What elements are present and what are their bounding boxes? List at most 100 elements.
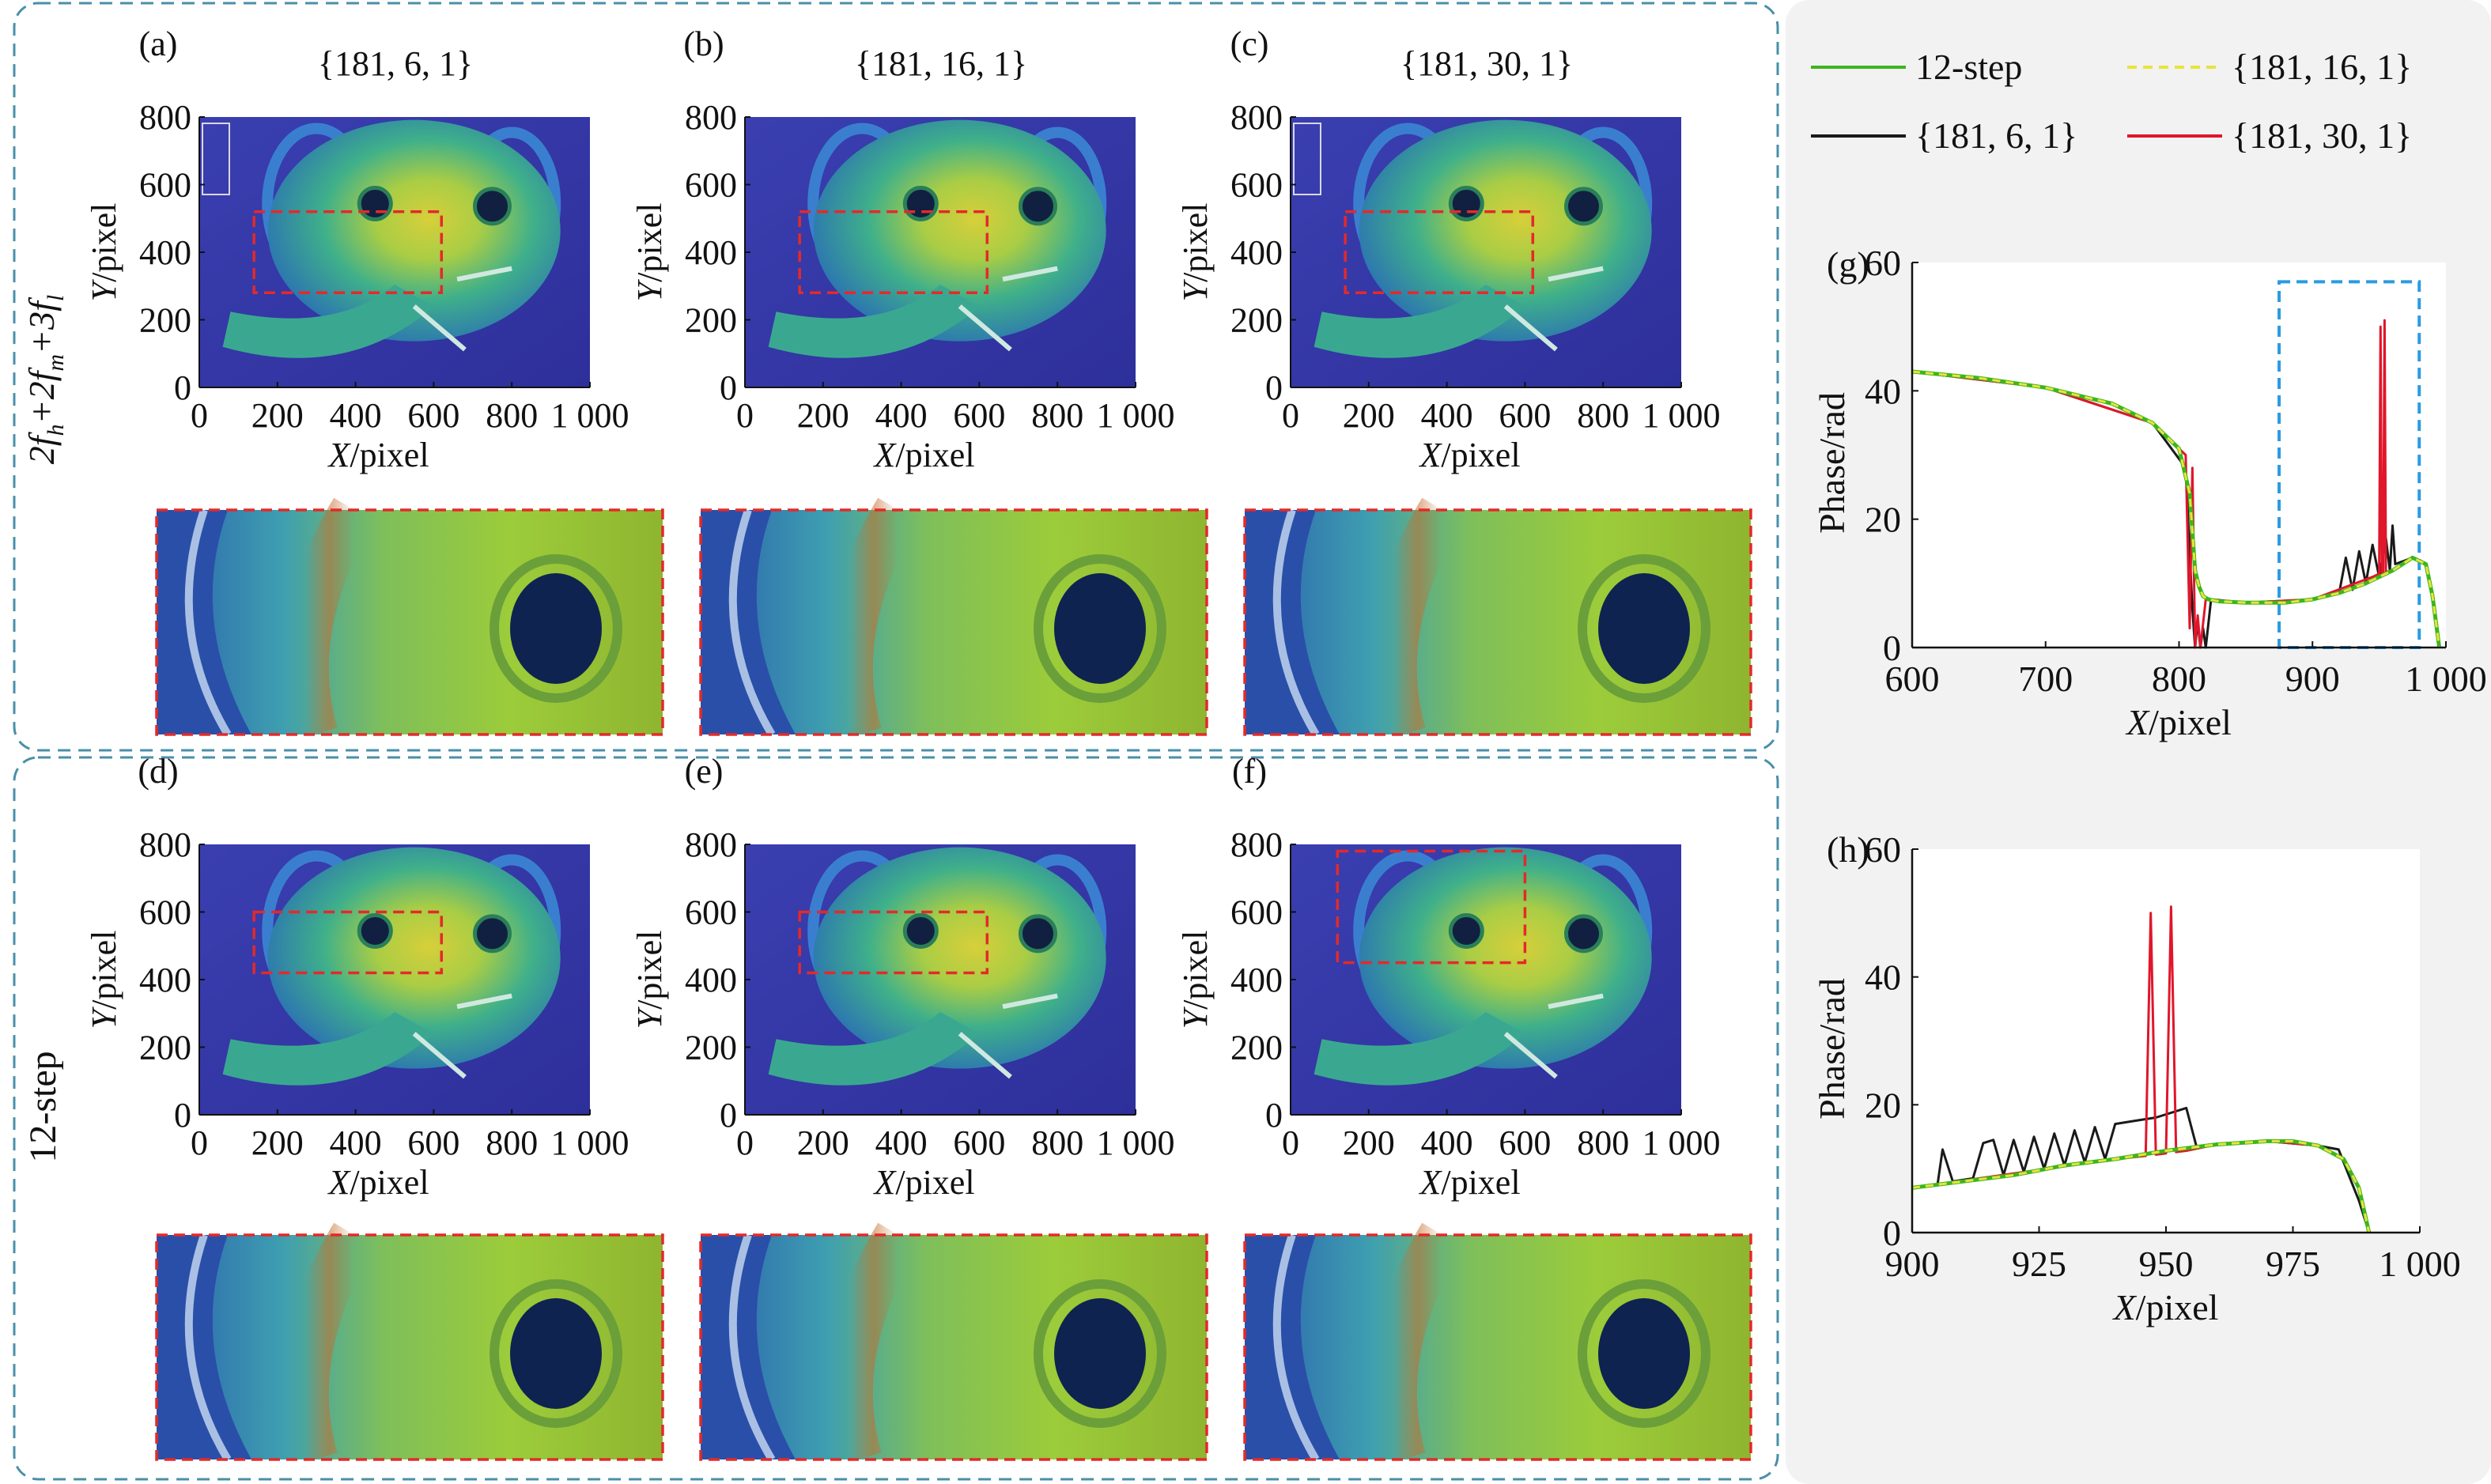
- x-tick-label: 1 000: [1642, 396, 1721, 435]
- y-tick-label: 800: [1230, 98, 1283, 137]
- right-eye: [1019, 187, 1057, 226]
- y-tick-label: 200: [139, 301, 191, 340]
- x-tick-label: 0: [1282, 1123, 1299, 1162]
- x-tick-label: 600: [1499, 396, 1551, 435]
- legend-item: {181, 16, 1}: [2127, 47, 2412, 87]
- panel-title: {181, 30, 1}: [1400, 44, 1573, 83]
- y-tick-label: 200: [1230, 1029, 1283, 1067]
- zoom-inset: [699, 1222, 1208, 1467]
- head: [1359, 119, 1652, 342]
- y-tick-label: 600: [685, 893, 737, 932]
- zoom-frame: [1243, 508, 1752, 736]
- trunk: [1314, 285, 1525, 358]
- zoom-frame: [699, 1233, 1208, 1461]
- y-tick-label: 200: [685, 1029, 737, 1067]
- panel-letter: (e): [685, 752, 724, 791]
- x-tick-label: 200: [251, 396, 304, 435]
- head: [1359, 847, 1652, 1069]
- x-axis-label-unit: /pixel: [2149, 702, 2232, 742]
- y-tick-label: 0: [720, 1096, 737, 1135]
- zoom-eye: [1054, 1298, 1146, 1409]
- zoom-frame: [699, 508, 1208, 736]
- x-tick-label: 0: [191, 1123, 208, 1162]
- zoom-forehead-band: [1369, 1222, 1463, 1467]
- zoom-eye-rim: [490, 554, 622, 703]
- bottom-group-frame: [13, 756, 1779, 1481]
- heatmap-panel: (a) {181, 6, 1} 0 200 400 600 800 1 000 0 200 400 6…: [85, 25, 629, 474]
- x-axis-label: X/pixel: [327, 1163, 429, 1202]
- x-tick-label: 1 000: [1642, 1123, 1721, 1162]
- trunk: [222, 1012, 434, 1086]
- zoom-ear-shadow: [157, 1235, 251, 1459]
- series-line: [1911, 1138, 2372, 1233]
- row-label-bottom: 12-step: [22, 1051, 64, 1162]
- y-tick-label: 0: [1883, 1213, 1901, 1253]
- x-tick-label: 400: [330, 396, 382, 435]
- elephant-height-map: [768, 119, 1107, 358]
- tusk: [958, 1032, 1012, 1079]
- y-tick-label: 20: [1865, 500, 1901, 540]
- y-axis-label-unit: /pixel: [85, 203, 123, 282]
- x-axis-label-unit: /pixel: [350, 1163, 429, 1202]
- y-axis-label: Y/pixel: [630, 203, 669, 302]
- zoom-inset: [1243, 1222, 1752, 1467]
- tusk: [1503, 304, 1558, 352]
- zoom-eye: [1054, 573, 1146, 684]
- zoom-ear-edge: [184, 1233, 232, 1462]
- zoom-ear-shadow: [1245, 510, 1340, 734]
- chart-panel: (h) 900 925 950 975 1 000 0 20 40 60 X/pixel Phase/…: [1812, 829, 2461, 1327]
- x-tick-label: 200: [1343, 1123, 1395, 1162]
- panel-title: {181, 6, 1}: [318, 44, 473, 83]
- mouth-line: [1002, 266, 1058, 282]
- y-tick-label: 600: [1230, 166, 1283, 205]
- zoom-ear-shadow: [1245, 1235, 1340, 1459]
- legend-item: 12-step: [1811, 47, 2022, 87]
- x-axis-label-unit: /pixel: [1441, 436, 1520, 474]
- x-tick-label: 800: [486, 1123, 538, 1162]
- roi-box: [1344, 210, 1535, 295]
- x-tick-label: 400: [330, 1123, 382, 1162]
- zoom-frame: [155, 508, 664, 736]
- row-label-top: 2fh+2fm+3fl: [21, 295, 69, 464]
- head: [267, 847, 561, 1069]
- right-eye: [1564, 187, 1603, 226]
- left-eye: [357, 185, 393, 221]
- legend: 12-step {181, 16, 1} {181, 6, 1} {181, 30, …: [1811, 47, 2412, 156]
- x-tick-label: 400: [1421, 396, 1473, 435]
- y-tick-label: 0: [1883, 628, 1901, 668]
- x-axis-label-unit: /pixel: [895, 436, 974, 474]
- x-axis-label-var: X: [1418, 1163, 1442, 1202]
- top-group-frame: [13, 2, 1779, 752]
- right-eye: [1019, 914, 1057, 953]
- y-tick-label: 800: [685, 825, 737, 864]
- panel-letter: (g): [1827, 244, 1869, 285]
- y-axis-label: Y/pixel: [630, 931, 669, 1029]
- x-tick-label: 600: [1885, 659, 1940, 699]
- x-axis-label: X/pixel: [327, 436, 429, 474]
- y-axis-label: Y/pixel: [85, 203, 123, 302]
- x-tick-label: 0: [736, 1123, 754, 1162]
- y-tick-label: 0: [174, 368, 191, 407]
- heatmap-panel: (c) {181, 30, 1} 0 200 400 600 800 1 000 0 200 400…: [1176, 25, 1721, 474]
- x-axis-label: X/pixel: [2125, 702, 2232, 742]
- y-axis-label: Phase/rad: [1812, 392, 1852, 534]
- y-tick-label: 400: [139, 233, 191, 272]
- y-axis-label: Y/pixel: [85, 931, 123, 1029]
- x-tick-label: 600: [1499, 1123, 1551, 1162]
- panel-letter: (d): [138, 752, 178, 791]
- y-axis-label: Y/pixel: [1176, 203, 1215, 302]
- right-eye: [1564, 914, 1603, 953]
- trunk: [222, 285, 434, 358]
- zoom-inset: [699, 497, 1208, 742]
- zoom-eye-rim: [1578, 554, 1710, 703]
- tusk: [412, 304, 467, 352]
- x-tick-label: 600: [407, 396, 459, 435]
- corner-marker: [1293, 123, 1321, 195]
- x-tick-label: 200: [251, 1123, 304, 1162]
- left-eye: [902, 912, 939, 949]
- x-tick-label: 0: [1282, 396, 1299, 435]
- head: [813, 847, 1106, 1069]
- y-tick-label: 400: [685, 961, 737, 999]
- y-tick-label: 200: [685, 301, 737, 340]
- zoom-eye: [510, 1298, 602, 1409]
